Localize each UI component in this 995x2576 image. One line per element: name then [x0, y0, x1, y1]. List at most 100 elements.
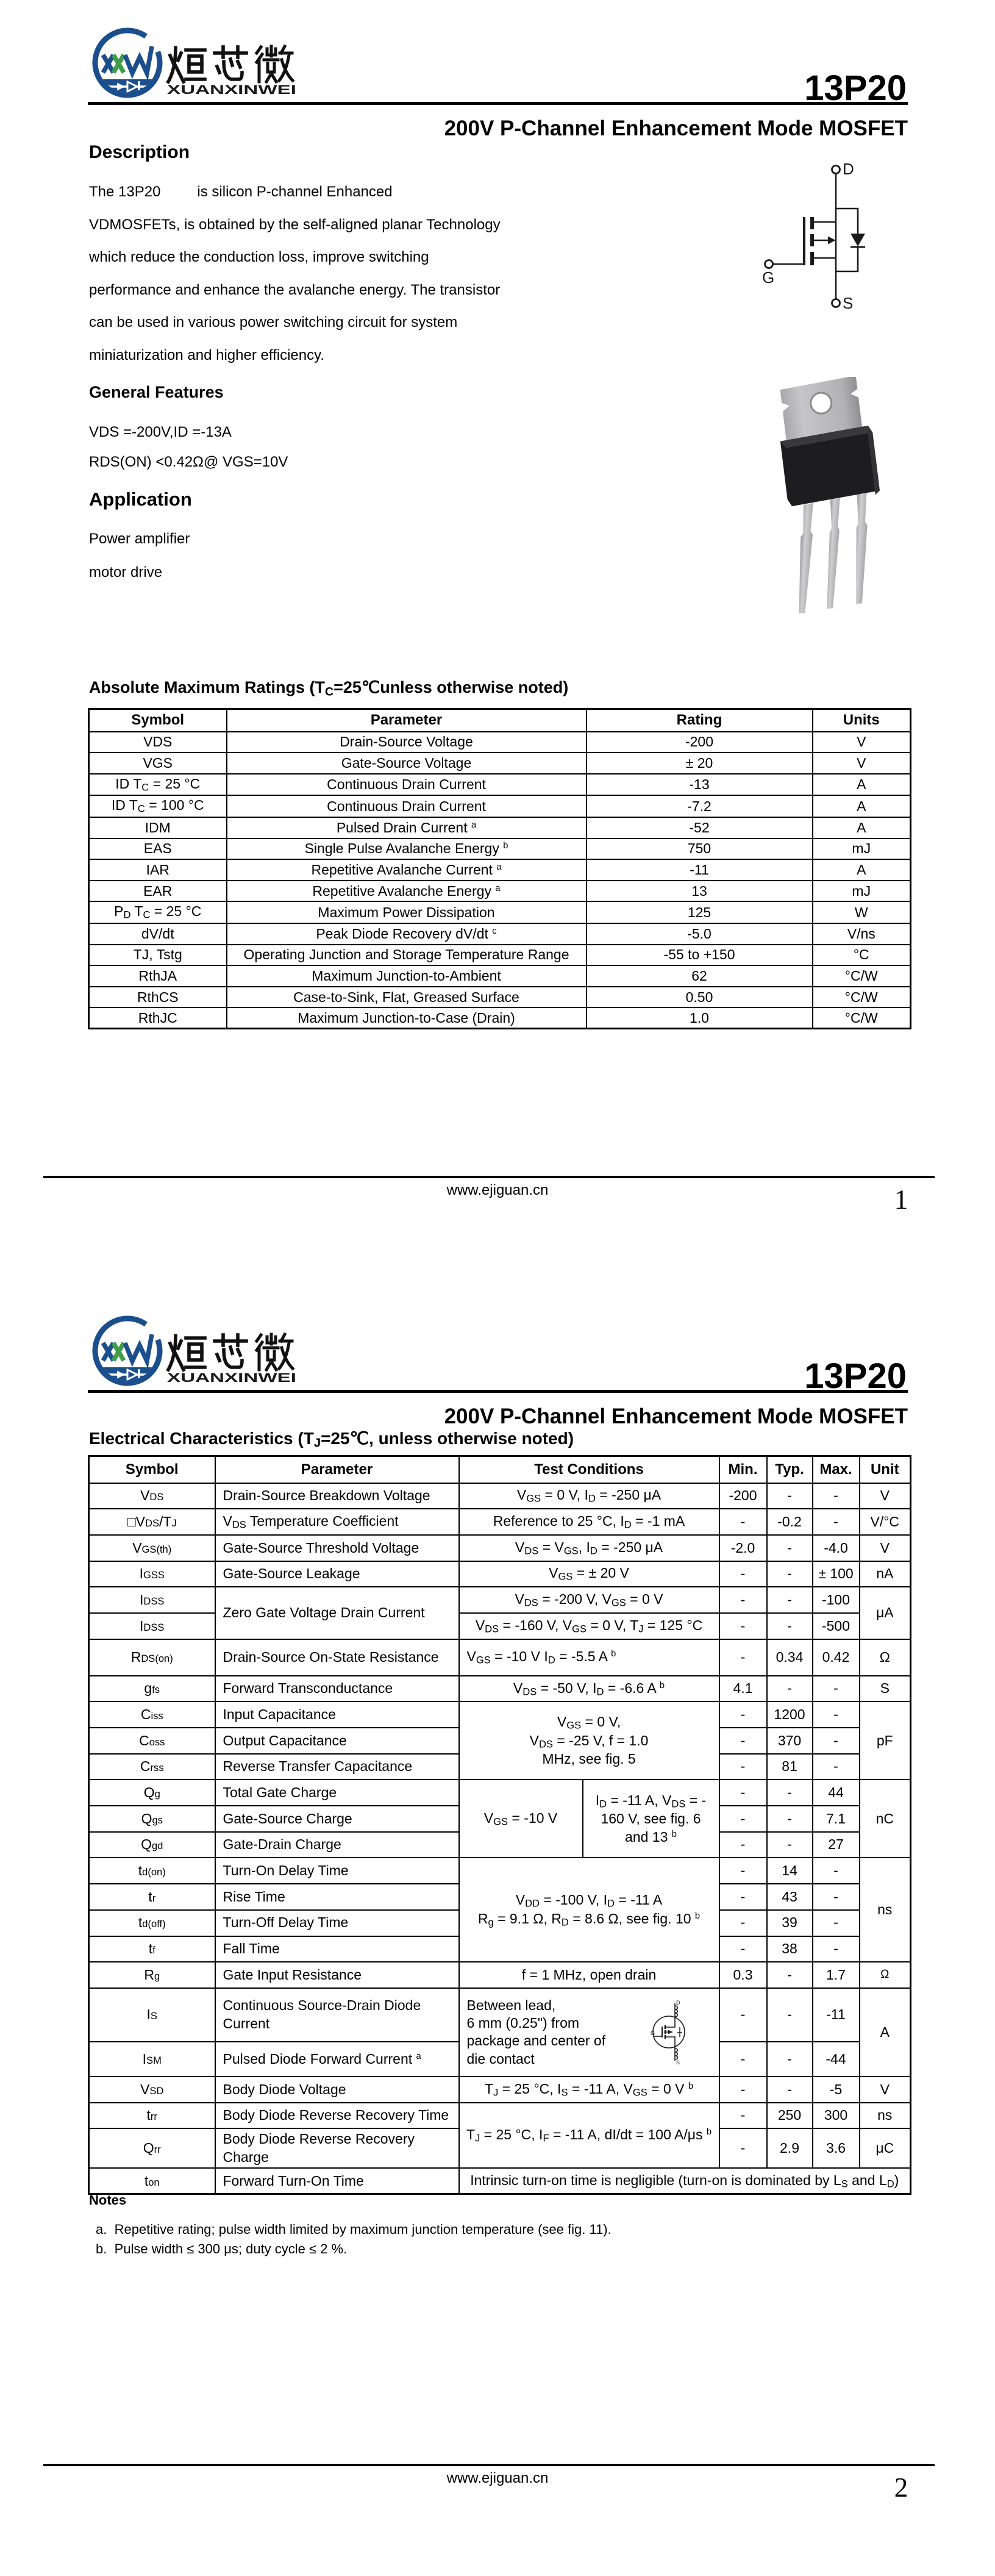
amr-cell: V/ns: [811, 922, 911, 945]
amr-cell: 750: [585, 837, 813, 860]
ec-cell: -: [766, 2041, 813, 2077]
amr-cell: RthJA: [88, 965, 227, 987]
description-paragraph: The 13P20 is silicon P-channel Enhanced V…: [89, 176, 723, 371]
ec-cell: -: [718, 2102, 768, 2130]
ec-cell: Qgd: [88, 1831, 216, 1859]
amr-cell: Pulsed Drain Current a: [226, 816, 587, 839]
ec-cell: 300: [811, 2102, 860, 2130]
ec-cell: Output Capacitance: [214, 1727, 460, 1755]
ec-row: ton Forward Turn-On Time Intrinsic turn-on…: [88, 2167, 911, 2195]
amr-cell: 125: [585, 901, 813, 924]
ec-cell: 370: [766, 1727, 813, 1755]
amr-row: VGS Gate-Source Voltage ± 20 V: [88, 752, 911, 775]
ec-cell: IDSS: [88, 1586, 216, 1614]
ec-cell: ns: [858, 2102, 911, 2130]
brand-chinese-text: [166, 44, 295, 84]
amr-cell: A: [811, 816, 911, 839]
ec-cell: Zero Gate Voltage Drain Current: [214, 1586, 460, 1640]
ec-cell: -: [766, 1675, 813, 1703]
ec-cell: -: [766, 1482, 813, 1510]
ec-row: trr Body Diode Reverse Recovery Time TJ = …: [88, 2102, 911, 2169]
description-line: miniaturization and higher efficiency.: [89, 346, 324, 363]
ec-cell: -2.0: [718, 1534, 768, 1562]
description-line: The 13P20 is silicon P-channel Enhanced: [89, 184, 393, 200]
amr-cell: IAR: [88, 859, 227, 881]
ec-cell: -: [718, 1987, 768, 2042]
amr-cell: EAS: [88, 837, 227, 860]
ec-cell: VGS = 0 V, ID = -250 μA: [458, 1482, 720, 1510]
description-line: which reduce the conduction loss, improv…: [89, 249, 429, 265]
footer-website: www.ejiguan.cn: [446, 2470, 549, 2486]
ec-cell: -: [718, 1753, 768, 1781]
ec-row: tr Rise Time -43-: [88, 1883, 911, 1911]
application-line: motor drive: [89, 564, 163, 581]
electrical-characteristics-table: Symbol Parameter Test Conditions Min. Typ. Ma…: [88, 1455, 912, 2195]
to220-drawing: [780, 377, 880, 614]
ec-cell: -: [766, 2075, 813, 2103]
svg-text:D: D: [676, 2000, 680, 2006]
ec-cell: 250: [766, 2102, 813, 2130]
amr-cell: A: [811, 773, 911, 796]
ec-cell: 1.7: [811, 1961, 860, 1989]
ec-header-cell: Symbol: [88, 1455, 216, 1484]
description-line: VDMOSFETs, is obtained by the self-align…: [89, 216, 501, 233]
amr-cell: Maximum Power Dissipation: [226, 901, 587, 924]
ec-cell: Forward Transconductance: [214, 1675, 460, 1703]
amr-cell: Repetitive Avalanche Energy a: [226, 879, 587, 903]
ec-cell: -: [811, 1727, 860, 1755]
drain-label: D: [843, 160, 854, 178]
ec-cell: 14: [766, 1857, 813, 1885]
footer-rule: [43, 1176, 935, 1178]
document-subtitle: 200V P-Channel Enhancement Mode MOSFET: [444, 116, 908, 140]
description-line: can be used in various power switching c…: [89, 314, 458, 331]
page-2: XUANXINWEI 13P20 200V P-Channel Enhancem…: [0, 1288, 995, 2576]
brand-logo: XUANXINWEI: [92, 27, 296, 98]
ec-row: Ciss Input Capacitance VGS = 0 V, VDS = -25…: [88, 1701, 911, 1781]
amr-cell: -5.0: [585, 922, 813, 945]
ec-cell: 39: [766, 1909, 813, 1937]
ec-row: td(off) Turn-Off Delay Time -39-: [88, 1909, 911, 1937]
amr-cell: IDM: [88, 816, 227, 839]
ec-cell: TJ = 25 °C, IS = -11 A, VGS = 0 V b: [458, 2075, 720, 2103]
xxw-diode-logo-icon: [92, 27, 163, 98]
amr-cell: ID TC = 25 °C: [88, 773, 227, 796]
ec-cell: -: [718, 1701, 768, 1728]
ec-cell: 1200: [766, 1701, 813, 1728]
ec-cell: -: [766, 1831, 813, 1859]
amr-row: TJ, Tstg Operating Junction and Storage T…: [88, 943, 911, 967]
amr-cell: mJ: [811, 837, 911, 860]
amr-cell: ± 20: [585, 752, 813, 775]
ec-row: Rg Gate Input Resistance f = 1 MHz, open d…: [88, 1961, 911, 1989]
header-rule: [88, 1390, 908, 1393]
ec-cell: -11: [811, 1987, 860, 2042]
ec-cell: A: [858, 1987, 911, 2077]
ec-cell: Body Diode Voltage: [214, 2075, 460, 2103]
ec-cell: μA: [858, 1586, 911, 1640]
ec-cell: V: [858, 1482, 911, 1510]
ec-cell: 44: [811, 1779, 860, 1807]
part-number-title: 13P20: [804, 1356, 907, 1396]
feature-line: VDS =-200V,ID =-13A: [89, 424, 232, 440]
ec-cell: Reverse Transfer Capacitance: [214, 1753, 460, 1781]
ec-cell: RDS(on): [88, 1638, 216, 1676]
ec-cell: -: [766, 1961, 813, 1989]
amr-cell: Case-to-Sink, Flat, Greased Surface: [226, 986, 587, 1009]
notes-heading: Notes: [89, 2192, 127, 2208]
ec-cell: -: [811, 1909, 860, 1937]
ec-cell: Turn-On Delay Time: [214, 1857, 460, 1885]
ec-cell: Turn-Off Delay Time: [214, 1909, 460, 1937]
ec-cell: S: [858, 1675, 911, 1703]
amr-row: PD TC = 25 °C Maximum Power Dissipation 12…: [88, 901, 911, 924]
ec-cell: -5: [811, 2075, 860, 2103]
ec-cell: nC: [858, 1779, 911, 1859]
ec-cell: -: [766, 1779, 813, 1807]
ec-cell: -: [811, 1508, 860, 1536]
ec-cell: 27: [811, 1831, 860, 1859]
ec-cell: -: [766, 1805, 813, 1833]
ec-cell: f = 1 MHz, open drain: [458, 1961, 720, 1989]
amr-cell: °C/W: [811, 1007, 911, 1029]
ec-cell: -: [811, 1857, 860, 1885]
ec-cell: Forward Turn-On Time: [214, 2167, 460, 2195]
amr-header-cell: Rating: [585, 708, 813, 732]
ec-cell: VGS = -10 V ID = -5.5 A b: [458, 1638, 720, 1676]
